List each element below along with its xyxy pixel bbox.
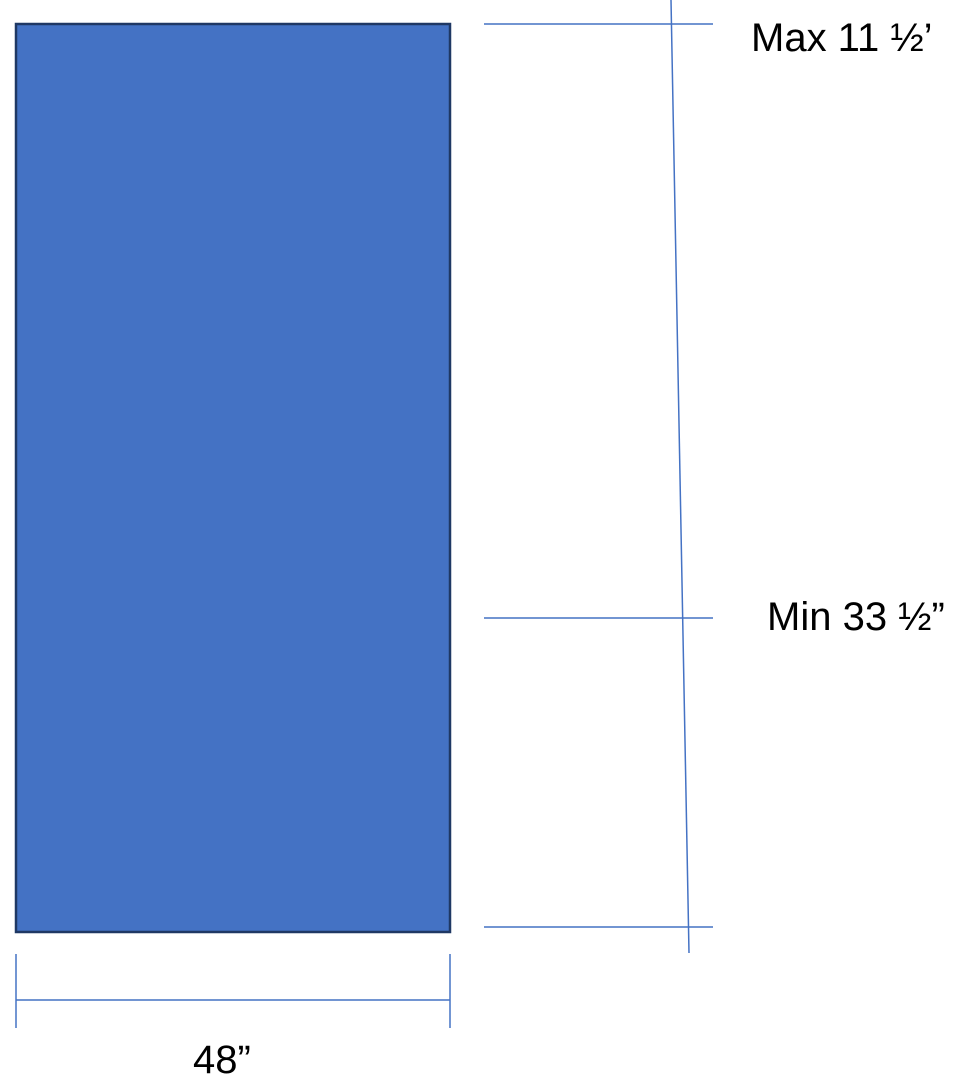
max-height-label: Max 11 ½’ [751, 16, 933, 60]
height-dimension-line [670, 0, 690, 954]
width-label: 48” [193, 1038, 251, 1082]
panel-rectangle [14, 22, 452, 934]
min-height-label: Min 33 ½” [767, 595, 945, 639]
